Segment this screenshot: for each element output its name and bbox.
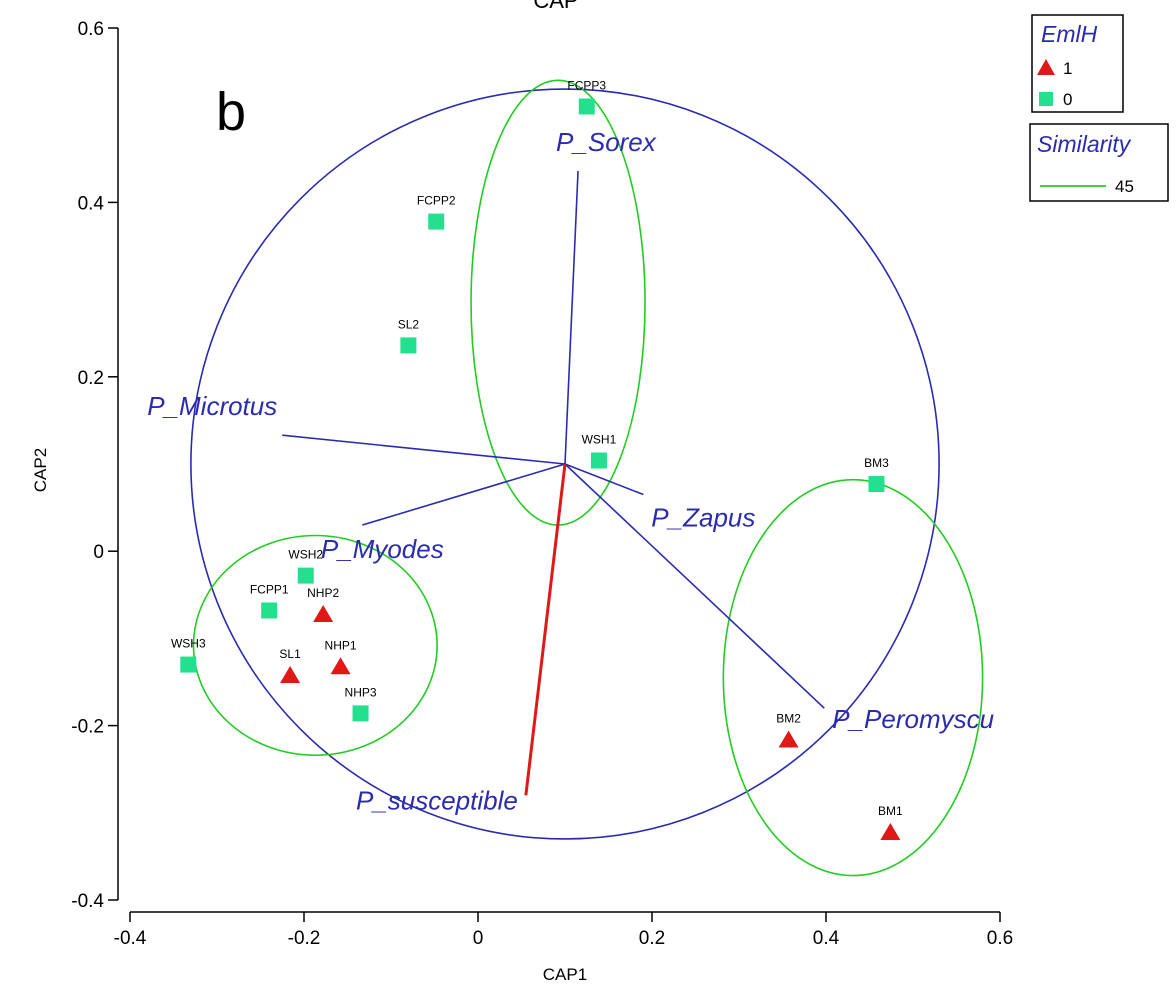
vector-label-p-microtus: P_Microtus xyxy=(147,391,277,421)
similarity-ellipse-2 xyxy=(194,536,438,756)
point-fcpp2-label: FCPP2 xyxy=(417,194,456,208)
similarity-ellipse-3 xyxy=(723,480,982,876)
legend-similarity-label: 45 xyxy=(1115,177,1134,196)
y-tick-label: 0.6 xyxy=(78,19,104,40)
vector-p-microtus xyxy=(282,435,565,464)
point-nhp1 xyxy=(331,657,351,674)
vector-label-p-zapus: P_Zapus xyxy=(651,503,755,533)
point-sl1-label: SL1 xyxy=(279,647,301,661)
legend-entry-label: 1 xyxy=(1063,59,1072,78)
point-wsh3 xyxy=(180,657,196,673)
x-tick-label: 0.2 xyxy=(639,928,665,949)
point-fcpp1 xyxy=(261,602,277,618)
legend-entry-label: 0 xyxy=(1063,90,1072,109)
y-tick-label: 0 xyxy=(93,542,104,563)
point-sl2 xyxy=(400,337,416,353)
point-bm2 xyxy=(779,731,799,748)
point-fcpp3-label: FCPP3 xyxy=(567,78,606,92)
point-bm2-label: BM2 xyxy=(776,712,801,726)
vector-label-p-peromyscu: P_Peromyscu xyxy=(832,704,994,734)
vector-labels: P_Sorex P_Microtus P_Myodes P_Zapus P_Peromy… xyxy=(147,127,994,815)
x-tick-label: -0.4 xyxy=(114,928,147,949)
point-bm3 xyxy=(868,476,884,492)
x-tick-label: -0.2 xyxy=(288,928,321,949)
point-sl2-label: SL2 xyxy=(398,317,420,331)
point-wsh1 xyxy=(591,453,607,469)
point-wsh2-label: WSH2 xyxy=(288,548,323,562)
point-nhp1-label: NHP1 xyxy=(325,638,357,652)
y-tick-label: -0.4 xyxy=(71,891,104,912)
point-fcpp3 xyxy=(579,98,595,114)
panel-label: b xyxy=(216,82,246,142)
point-fcpp1-label: FCPP1 xyxy=(250,582,289,596)
vector-label-p-myodes: P_Myodes xyxy=(321,534,444,564)
legend: EmlH 1 0 Similarity 45 xyxy=(1030,15,1168,201)
point-nhp3 xyxy=(353,705,369,721)
legend-marker-square xyxy=(1039,92,1053,106)
legend-similarity-title: Similarity xyxy=(1037,131,1132,157)
point-wsh1-label: WSH1 xyxy=(582,433,617,447)
point-bm1 xyxy=(880,823,900,840)
vector-p-peromyscu xyxy=(565,464,824,708)
point-nhp3-label: NHP3 xyxy=(345,685,377,699)
vector-label-p-susceptible: P_susceptible xyxy=(356,785,518,815)
x-axis-label: CAP1 xyxy=(543,965,587,984)
y-tick-label: 0.4 xyxy=(78,193,105,214)
chart-title: CAP xyxy=(533,0,578,13)
y-tick-label: 0.2 xyxy=(78,368,104,389)
point-nhp2-label: NHP2 xyxy=(307,586,339,600)
point-bm3-label: BM3 xyxy=(864,456,889,470)
point-nhp2 xyxy=(313,605,333,622)
point-fcpp2 xyxy=(428,214,444,230)
point-bm1-label: BM1 xyxy=(878,804,903,818)
data-points: NHP2 NHP1 SL1 BM2 BM1 FCPP3 FCPP2 SL2 WSH1 BM3 WSH… xyxy=(171,78,903,840)
point-wsh3-label: WSH3 xyxy=(171,637,206,651)
legend-group-title: EmlH xyxy=(1041,21,1098,47)
point-sl1 xyxy=(280,666,300,683)
x-tick-label: 0 xyxy=(473,928,484,949)
point-wsh2 xyxy=(298,568,314,584)
y-axis-label: CAP2 xyxy=(31,448,50,492)
y-tick-label: -0.2 xyxy=(71,717,104,738)
vector-p-sorex xyxy=(565,171,578,464)
x-tick-label: 0.4 xyxy=(813,928,840,949)
overlay-shapes xyxy=(191,80,983,875)
x-tick-label: 0.6 xyxy=(987,928,1013,949)
vector-label-p-sorex: P_Sorex xyxy=(556,127,657,157)
